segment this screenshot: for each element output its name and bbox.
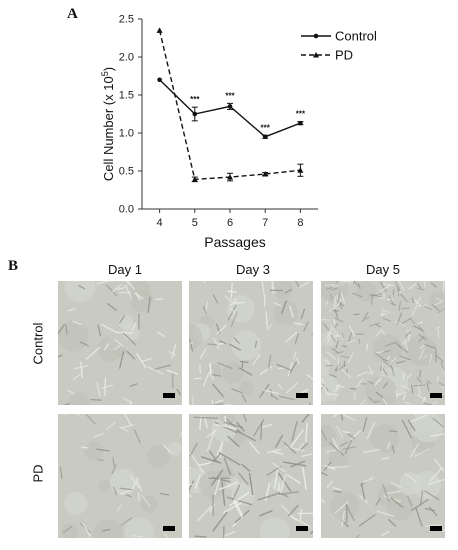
scale-bar [430,393,442,398]
x-tick-label: 7 [262,217,268,229]
micrograph-control-day1 [58,281,182,405]
significance-marker: *** [225,91,235,100]
cell-number-chart: 0.0 0.5 1.0 1.5 2.0 2.5 4 5 6 7 8 Passages Cell Numb… [100,14,377,251]
y-axis-label: Cell Number (x 105) [100,67,116,181]
y-tick-label: 2.5 [119,14,134,26]
panel-label-a: A [67,6,78,22]
micrograph-control-day3 [189,281,313,405]
data-point-pd [191,176,198,182]
y-tick-label: 2.0 [119,52,134,64]
panel-label-b: B [8,258,19,274]
y-tick-label: 0.5 [119,166,134,178]
y-tick-label: 0.0 [119,204,134,216]
scale-bar [296,526,308,531]
scale-bar [163,393,175,398]
x-tick-label: 6 [227,217,233,229]
row-title-control: Control [30,322,46,365]
legend-marker [313,52,319,58]
x-tick-label: 8 [297,217,303,229]
column-title-day3: Day 3 [236,262,270,277]
data-point-pd [227,174,233,180]
x-tick-label: 5 [192,217,198,229]
y-tick-label: 1.5 [119,90,134,102]
scale-bar [430,526,442,531]
micrograph-pd-day3 [189,414,313,538]
data-point-control [157,77,162,83]
legend-marker [313,33,319,39]
legend-label-control: Control [335,29,377,44]
micrograph-pd-day5 [321,414,445,538]
x-axis-label: Passages [204,234,265,250]
data-point-control [262,134,268,140]
data-point-control [227,104,233,109]
data-point-pd [297,167,304,173]
data-point-control [192,111,198,117]
row-title-pd: PD [30,464,46,483]
data-point-pd [156,27,163,33]
scale-bar [163,526,175,531]
micrograph-control-day5 [321,281,445,405]
significance-marker: *** [190,95,200,104]
data-point-control [298,120,303,126]
y-tick-label: 1.0 [119,128,134,140]
column-title-day5: Day 5 [366,262,400,277]
micrograph-pd-day1 [58,414,182,538]
scale-bar [296,393,308,398]
legend-label-pd: PD [335,48,353,63]
significance-marker: *** [296,110,306,119]
data-point-pd [262,171,269,177]
x-tick-label: 4 [157,217,163,229]
significance-marker: *** [261,123,271,132]
column-title-day1: Day 1 [108,262,142,277]
